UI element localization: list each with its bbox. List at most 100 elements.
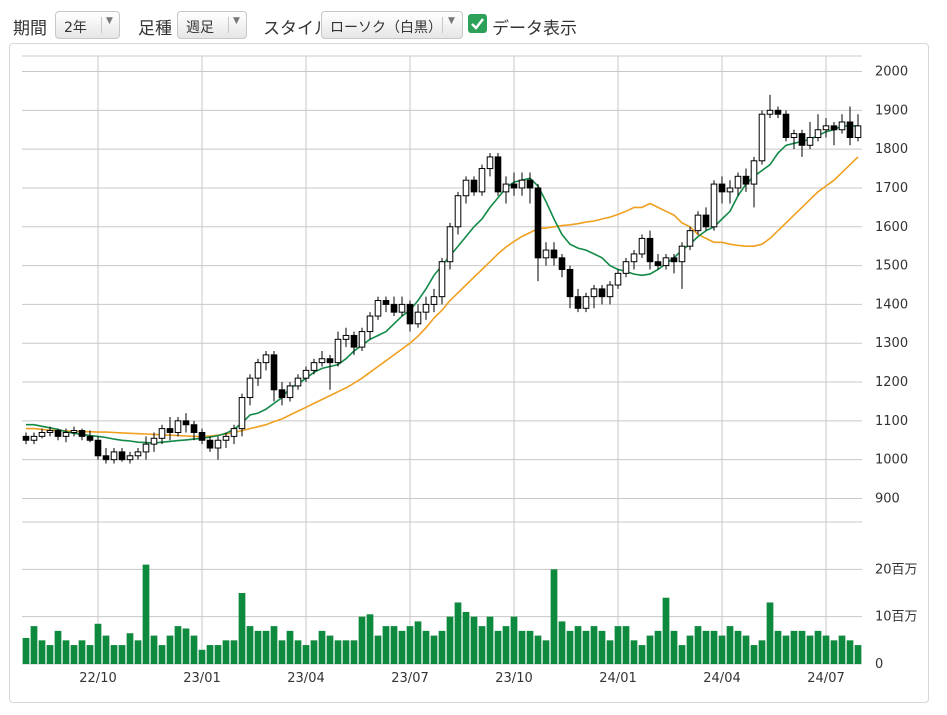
candle-body-up — [854, 125, 862, 139]
volume-bar — [822, 635, 830, 664]
candle-body-up — [70, 430, 78, 433]
candle-body-down — [510, 183, 518, 189]
interval-select[interactable]: 週足 ▼ — [177, 11, 247, 39]
show-data-label[interactable]: データ表示 — [492, 19, 577, 39]
volume-bar — [182, 628, 190, 664]
candle-body-up — [302, 369, 310, 379]
volume-bar — [414, 621, 422, 664]
candle-body-down — [742, 175, 750, 185]
candlestick — [398, 296, 406, 317]
candle-body-down — [182, 420, 190, 426]
volume-bar — [510, 616, 518, 664]
candle-body-down — [646, 237, 654, 263]
style-select[interactable]: ローソク（白黒） ▼ — [321, 11, 463, 39]
candlestick — [142, 436, 150, 460]
candle-body-down — [406, 303, 414, 325]
candlestick — [150, 432, 158, 452]
candlestick — [70, 426, 78, 437]
candlestick — [438, 257, 446, 305]
price-tick-label: 1600 — [875, 220, 908, 235]
candle-body-down — [526, 179, 534, 189]
candle-body-up — [38, 431, 46, 437]
candle-body-down — [326, 358, 334, 364]
candle-body-down — [534, 187, 542, 259]
volume-bar — [742, 635, 750, 664]
candle-body-down — [86, 435, 94, 441]
candle-body-up — [694, 214, 702, 232]
volume-bar — [126, 633, 134, 664]
volume-bar — [134, 640, 142, 664]
candle-body-up — [318, 358, 326, 364]
candlestick — [278, 382, 286, 406]
candlestick — [814, 114, 822, 142]
candlestick — [718, 176, 726, 204]
volume-bar — [142, 564, 150, 664]
candle-body-down — [550, 249, 558, 259]
volume-bar — [150, 635, 158, 664]
candle-body-down — [382, 300, 390, 305]
candlestick — [222, 432, 230, 449]
volume-bar — [94, 623, 102, 664]
show-data-checkbox[interactable] — [468, 14, 487, 33]
candle-body-down — [390, 303, 398, 313]
volume-bar — [486, 616, 494, 664]
price-tick-label: 1400 — [875, 297, 908, 312]
candle-body-up — [310, 362, 318, 371]
candlestick — [310, 358, 318, 375]
candle-body-down — [782, 113, 790, 139]
candle-body-up — [678, 245, 686, 263]
candle-body-down — [558, 257, 566, 270]
volume-bar — [190, 635, 198, 664]
candle-body-up — [46, 430, 54, 433]
candle-body-up — [710, 183, 718, 228]
candle-body-up — [110, 451, 118, 461]
time-tick-label: 22/10 — [79, 671, 116, 686]
volume-bar — [454, 602, 462, 664]
candle-body-down — [494, 156, 502, 193]
candle-body-up — [590, 288, 598, 298]
candlestick — [166, 416, 174, 441]
candle-body-up — [582, 296, 590, 309]
candle-body-up — [662, 257, 670, 267]
volume-bar — [230, 640, 238, 664]
volume-bar — [710, 630, 718, 664]
volume-bar — [174, 626, 182, 664]
candle-body-up — [374, 300, 382, 317]
select-divider — [228, 17, 229, 33]
period-select[interactable]: 2年 ▼ — [55, 11, 120, 39]
candle-body-up — [638, 237, 646, 255]
candlestick — [582, 292, 590, 313]
volume-bar — [406, 626, 414, 664]
candlestick — [358, 327, 366, 351]
volume-bar — [46, 645, 54, 664]
candle-body-down — [654, 261, 662, 267]
candle-body-down — [166, 428, 174, 433]
chart-panel: 900 1000 1100 1200 1300 1400 1500 1600 1700 1800 1… — [9, 43, 929, 703]
candlestick — [206, 436, 214, 452]
volume-bar — [734, 630, 742, 664]
candlestick — [422, 296, 430, 320]
candle-body-up — [246, 377, 254, 399]
volume-bar — [78, 640, 86, 664]
candlestick — [598, 285, 606, 305]
volume-bar — [374, 635, 382, 664]
candlestick — [214, 436, 222, 460]
candlestick — [630, 250, 638, 270]
volume-bar — [310, 640, 318, 664]
candlestick — [134, 448, 142, 460]
candlestick — [462, 176, 470, 204]
time-tick-label: 23/04 — [287, 671, 324, 686]
chevron-down-icon: ▼ — [106, 16, 113, 26]
interval-label: 足種 — [138, 19, 172, 39]
candlestick — [342, 327, 350, 348]
volume-bar — [278, 640, 286, 664]
candlestick — [454, 191, 462, 235]
candle-body-up — [838, 121, 846, 131]
volume-bar — [214, 645, 222, 664]
candle-body-up — [30, 435, 38, 441]
candle-body-up — [686, 230, 694, 247]
candlestick — [566, 265, 574, 309]
candlestick — [230, 424, 238, 445]
volume-bar — [726, 626, 734, 664]
candle-body-up — [630, 253, 638, 263]
